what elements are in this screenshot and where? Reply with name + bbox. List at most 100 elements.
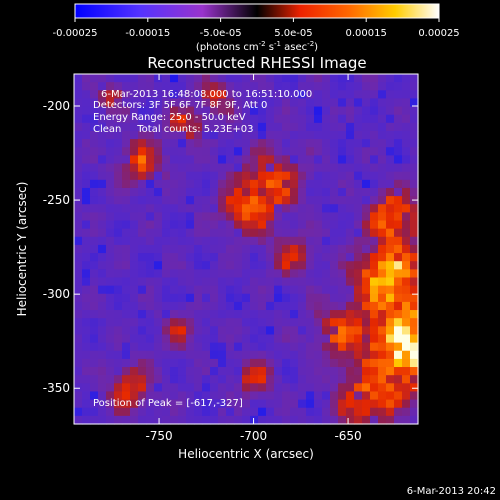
- heatmap-cell: [410, 179, 419, 189]
- heatmap-cell: [370, 334, 379, 344]
- heatmap-cell: [378, 375, 387, 384]
- heatmap-cell: [170, 163, 179, 173]
- heatmap-cell: [98, 171, 107, 181]
- heatmap-cell: [290, 90, 299, 100]
- heatmap-cell: [282, 130, 291, 140]
- heatmap-cell: [98, 130, 107, 140]
- heatmap-cell: [162, 253, 171, 262]
- heatmap-cell: [98, 122, 107, 132]
- heatmap-cell: [354, 334, 363, 344]
- heatmap-cell: [162, 204, 171, 213]
- heatmap-cell: [234, 318, 243, 327]
- heatmap-cell: [218, 253, 227, 262]
- heatmap-cell: [90, 318, 99, 327]
- heatmap-cell: [282, 179, 291, 189]
- heatmap-cell: [274, 139, 283, 148]
- heatmap-cell: [274, 163, 283, 173]
- heatmap-cell: [226, 236, 235, 246]
- heatmap-cell: [274, 301, 283, 311]
- heatmap-cell: [250, 285, 259, 295]
- heatmap-cell: [330, 285, 339, 295]
- heatmap-cell: [226, 196, 235, 205]
- heatmap-cell: [194, 301, 203, 311]
- heatmap-cell: [138, 122, 147, 132]
- heatmap-cell: [186, 204, 195, 213]
- heatmap-cell: [74, 122, 83, 132]
- heatmap-cell: [242, 74, 251, 83]
- heatmap-cell: [314, 350, 323, 360]
- heatmap-cell: [146, 383, 155, 393]
- heatmap-cell: [242, 318, 251, 327]
- heatmap-cell: [386, 212, 395, 222]
- heatmap-cell: [322, 383, 331, 393]
- heatmap-cell: [306, 236, 315, 246]
- heatmap-cell: [178, 196, 187, 205]
- heatmap-cell: [266, 391, 275, 401]
- heatmap-cell: [130, 204, 139, 213]
- heatmap-cell: [186, 350, 195, 360]
- heatmap-cell: [210, 375, 219, 384]
- heatmap-cell: [106, 367, 115, 376]
- footer-date: 6-Mar-2013 20:42: [407, 486, 496, 497]
- heatmap-cell: [194, 147, 203, 156]
- heatmap-cell: [298, 179, 307, 189]
- heatmap-cell: [362, 383, 371, 393]
- heatmap-cell: [370, 407, 379, 417]
- heatmap-cell: [90, 196, 99, 205]
- heatmap-cell: [410, 130, 419, 140]
- heatmap-cell: [98, 253, 107, 262]
- heatmap-cell: [186, 301, 195, 311]
- heatmap-cell: [242, 334, 251, 344]
- heatmap-cell: [242, 253, 251, 262]
- heatmap-cell: [370, 375, 379, 384]
- heatmap-cell: [162, 334, 171, 344]
- heatmap-cell: [194, 163, 203, 173]
- heatmap-cell: [226, 139, 235, 148]
- heatmap-cell: [322, 301, 331, 311]
- heatmap-cell: [90, 220, 99, 230]
- heatmap-cell: [218, 293, 227, 303]
- heatmap-cell: [114, 220, 123, 230]
- heatmap-cell: [330, 269, 339, 279]
- heatmap-cell: [74, 212, 83, 222]
- heatmap-cell: [162, 244, 171, 254]
- heatmap-cell: [258, 147, 267, 156]
- heatmap-cell: [226, 375, 235, 384]
- heatmap-cell: [338, 130, 347, 140]
- heatmap-cell: [258, 407, 267, 417]
- heatmap-cell: [186, 415, 195, 425]
- heatmap-cell: [82, 179, 91, 189]
- heatmap-cell: [210, 269, 219, 279]
- heatmap-cell: [346, 122, 355, 132]
- heatmap-cell: [394, 98, 403, 108]
- heatmap-cell: [210, 196, 219, 205]
- heatmap-cell: [106, 155, 115, 165]
- heatmap-cell: [298, 163, 307, 173]
- heatmap-cell: [362, 114, 371, 124]
- heatmap-cell: [402, 155, 411, 165]
- heatmap-cell: [138, 204, 147, 213]
- heatmap-cell: [154, 147, 163, 156]
- heatmap-cell: [330, 114, 339, 124]
- heatmap-cell: [122, 179, 131, 189]
- heatmap-cell: [122, 236, 131, 246]
- heatmap-cell: [218, 350, 227, 360]
- heatmap-cell: [290, 114, 299, 124]
- heatmap-cell: [386, 350, 395, 360]
- heatmap-cell: [242, 179, 251, 189]
- heatmap-cell: [218, 277, 227, 287]
- heatmap-cell: [98, 326, 107, 336]
- heatmap-cell: [114, 301, 123, 311]
- heatmap-cell: [170, 334, 179, 344]
- heatmap-cell: [130, 122, 139, 132]
- heatmap-cell: [266, 367, 275, 376]
- heatmap-cell: [242, 350, 251, 360]
- heatmap-cell: [170, 220, 179, 230]
- heatmap-cell: [314, 228, 323, 238]
- heatmap-cell: [74, 253, 83, 262]
- heatmap-cell: [154, 253, 163, 262]
- heatmap-cell: [90, 269, 99, 279]
- heatmap-cell: [410, 212, 419, 222]
- heatmap-cell: [346, 310, 355, 319]
- heatmap-cell: [402, 334, 411, 344]
